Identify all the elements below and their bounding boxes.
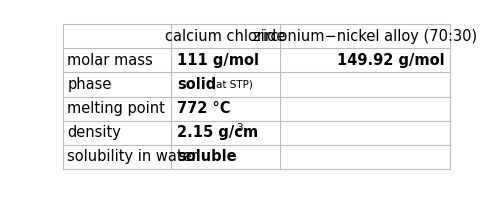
Text: 149.92 g/mol: 149.92 g/mol <box>336 53 444 68</box>
Text: 2.15 g/cm: 2.15 g/cm <box>177 125 258 140</box>
Text: 3: 3 <box>236 123 242 133</box>
Text: solid: solid <box>177 77 216 92</box>
Text: phase: phase <box>67 77 112 92</box>
Text: molar mass: molar mass <box>67 53 153 68</box>
Text: melting point: melting point <box>67 101 165 116</box>
Text: 772 °C: 772 °C <box>177 101 231 116</box>
Text: solubility in water: solubility in water <box>67 149 198 164</box>
Text: (at STP): (at STP) <box>212 80 254 89</box>
Text: 111 g/mol: 111 g/mol <box>177 53 259 68</box>
Text: soluble: soluble <box>177 149 236 164</box>
Text: density: density <box>67 125 121 140</box>
Text: calcium chloride: calcium chloride <box>165 29 286 44</box>
Text: zirconium−nickel alloy (70:30): zirconium−nickel alloy (70:30) <box>252 29 477 44</box>
